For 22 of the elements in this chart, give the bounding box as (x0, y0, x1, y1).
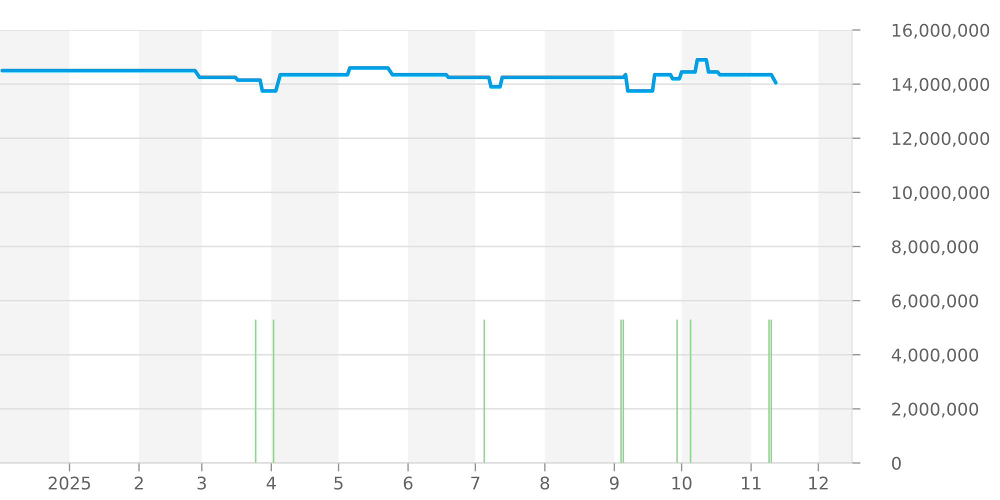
x-tick-label: 3 (198, 476, 206, 490)
x-tick-label: 12 (809, 476, 828, 490)
x-tick-label: 9 (610, 476, 619, 490)
y-tick-label: 12,000,000 (892, 132, 990, 147)
y-tick-label: 8,000,000 (892, 240, 978, 256)
y-tick-label: 10,000,000 (892, 186, 990, 201)
y-tick-label: 4,000,000 (892, 348, 978, 364)
line-series (0, 58, 778, 93)
y-tick-label: 2,000,000 (892, 402, 978, 418)
x-tick-label: 10 (672, 476, 692, 490)
y-tick-label: 16,000,000 (892, 24, 990, 39)
y-tick-label: 14,000,000 (892, 78, 990, 93)
x-tick-label: 8 (540, 476, 550, 490)
x-tick-label: 4 (266, 476, 276, 490)
x-tick-label: 7 (471, 476, 480, 490)
x-tick-label: 6 (404, 476, 412, 490)
x-tick-label: 5 (334, 476, 343, 490)
y-tick-label: 6,000,000 (892, 294, 978, 310)
y-tick-label: 0 (892, 456, 901, 470)
x-tick-label: 2 (134, 476, 143, 490)
x-tick-label: 2025 (48, 476, 90, 490)
x-tick-label: 11 (742, 476, 761, 490)
